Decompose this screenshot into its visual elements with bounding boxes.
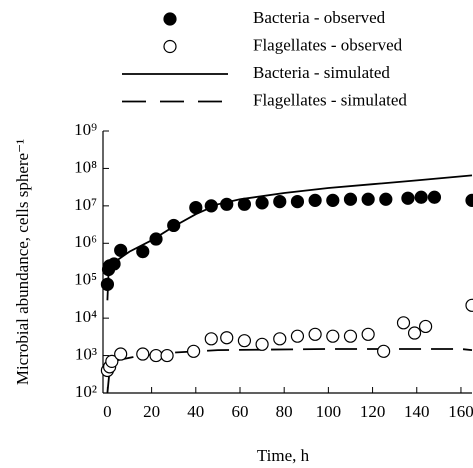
data-point	[149, 232, 163, 246]
x-tick-label: 20	[143, 402, 160, 421]
data-point	[377, 344, 391, 358]
legend-label: Flagellates - observed	[253, 35, 403, 54]
data-point	[379, 192, 393, 206]
data-point	[186, 344, 201, 358]
data-point	[220, 197, 234, 211]
data-point	[136, 244, 150, 259]
x-tick-label: 120	[360, 402, 386, 421]
data-point	[273, 194, 287, 209]
y-tick-label: 10³	[75, 344, 97, 363]
data-point	[273, 332, 287, 346]
data-point	[105, 354, 119, 368]
data-point	[308, 193, 322, 207]
y-tick-label: 10⁸	[74, 157, 97, 176]
x-tick-label: 80	[276, 402, 293, 421]
data-point	[220, 331, 234, 345]
y-tick-label: 10⁶	[74, 232, 97, 251]
x-tick-label: 0	[103, 402, 112, 421]
data-point	[290, 329, 305, 343]
data-point	[418, 319, 433, 334]
data-point	[255, 337, 269, 351]
data-point	[326, 193, 340, 207]
data-point	[204, 332, 218, 346]
x-tick-label: 160	[448, 402, 473, 421]
data-point	[100, 277, 115, 291]
y-tick-label: 10²	[75, 382, 97, 401]
y-tick-label: 10⁷	[74, 195, 97, 214]
data-point	[204, 199, 218, 213]
data-point	[401, 191, 415, 205]
legend-marker	[163, 12, 177, 26]
data-point	[136, 347, 150, 361]
data-point	[414, 190, 428, 204]
data-point	[396, 316, 411, 330]
data-point	[237, 334, 252, 348]
y-tick-label: 10⁵	[74, 270, 97, 289]
data-point	[189, 200, 203, 215]
data-point	[237, 197, 252, 211]
data-point	[114, 243, 128, 257]
legend-marker	[163, 39, 177, 54]
data-point	[160, 348, 174, 363]
x-tick-label: 100	[316, 402, 342, 421]
data-point	[343, 192, 358, 206]
data-point	[465, 193, 473, 207]
x-tick-label: 140	[404, 402, 430, 421]
y-axis-label: Microbial abundance, cells sphere⁻¹	[13, 139, 32, 385]
data-point	[107, 257, 121, 271]
data-point	[361, 327, 375, 341]
data-point	[290, 194, 305, 209]
data-point	[149, 348, 163, 363]
legend-label: Flagellates - simulated	[253, 90, 407, 109]
data-point	[255, 196, 269, 210]
data-point	[407, 326, 422, 340]
data-point	[308, 327, 322, 341]
data-point	[343, 329, 358, 343]
data-point	[167, 218, 181, 233]
x-tick-label: 60	[231, 402, 248, 421]
data-point	[465, 298, 473, 312]
x-tick-label: 40	[187, 402, 204, 421]
legend-label: Bacteria - observed	[253, 8, 386, 27]
data-point	[114, 347, 128, 361]
data-point	[361, 192, 375, 206]
y-tick-label: 10⁴	[74, 307, 97, 326]
y-tick-label: 10⁹	[74, 120, 97, 139]
data-line	[106, 348, 473, 394]
data-point	[326, 329, 340, 343]
data-point	[427, 190, 442, 204]
x-axis-label: Time, h	[257, 446, 310, 465]
legend-label: Bacteria - simulated	[253, 63, 390, 82]
